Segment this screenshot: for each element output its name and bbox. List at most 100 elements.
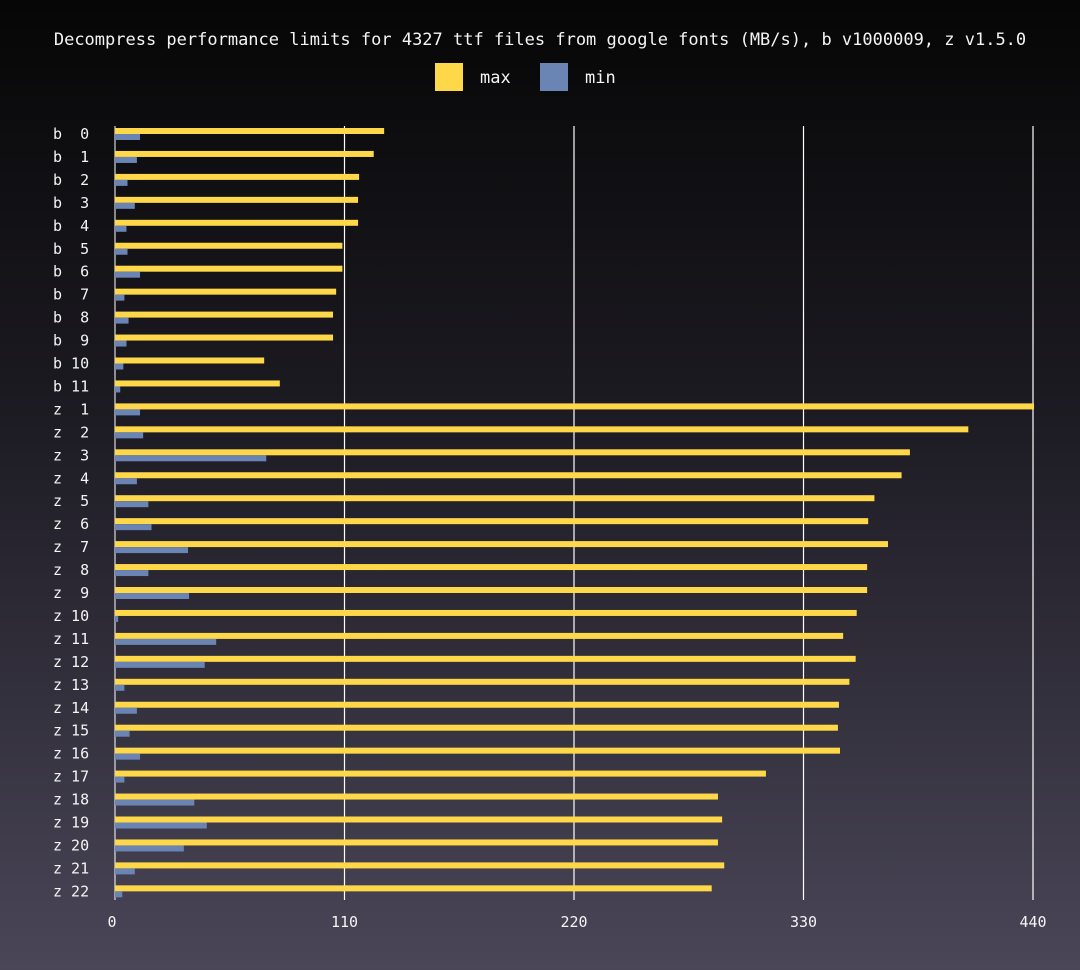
bar-max xyxy=(115,495,875,502)
bar-max xyxy=(115,747,841,754)
bar-min xyxy=(115,478,137,485)
bar-min xyxy=(115,547,189,554)
category-label: b 10 xyxy=(53,355,89,373)
category-label: b 11 xyxy=(53,377,89,395)
bar-min xyxy=(115,271,141,278)
bar-min xyxy=(115,570,149,577)
category-label: z 9 xyxy=(53,584,89,602)
bar-min xyxy=(115,317,129,324)
bar-max xyxy=(115,128,385,134)
bar-max xyxy=(115,541,888,548)
bar-max xyxy=(115,816,723,823)
bar-min xyxy=(115,799,195,806)
x-axis-ticks: 0 110 220 330 440 xyxy=(107,913,1046,931)
category-label: z 6 xyxy=(53,515,89,533)
x-tick-label: 110 xyxy=(331,913,358,931)
category-label: b 3 xyxy=(53,194,89,212)
bar-max xyxy=(115,242,343,249)
bar-min xyxy=(115,156,137,163)
bar-min xyxy=(115,432,144,439)
category-label: z 1 xyxy=(53,400,89,418)
bar-max xyxy=(115,472,902,479)
bar-min xyxy=(115,501,149,508)
bar-max xyxy=(115,678,850,685)
bar-min xyxy=(115,638,217,645)
category-label: z 8 xyxy=(53,561,89,579)
bar-min xyxy=(115,753,141,760)
bar-max xyxy=(115,564,868,571)
bar-max xyxy=(115,357,265,364)
bar-max xyxy=(115,885,712,892)
bar-max xyxy=(115,632,844,639)
category-label: z 11 xyxy=(53,630,89,648)
category-label: z 16 xyxy=(53,745,89,763)
category-label: z 5 xyxy=(53,492,89,510)
category-label: z 3 xyxy=(53,446,89,464)
legend: max min xyxy=(435,63,616,91)
category-label: b 1 xyxy=(53,148,89,166)
category-label: b 5 xyxy=(53,240,89,258)
category-label: z 22 xyxy=(53,882,89,900)
bar-max xyxy=(115,380,280,387)
legend-label-min: min xyxy=(585,68,616,88)
chart-title: Decompress performance limits for 4327 t… xyxy=(54,30,1026,50)
x-tick-label: 0 xyxy=(107,913,116,931)
grid xyxy=(114,126,1034,900)
bar-min xyxy=(115,363,124,370)
bar-min xyxy=(115,661,205,668)
bar-max xyxy=(115,150,374,157)
bar-max xyxy=(115,609,857,616)
category-label: z 20 xyxy=(53,836,89,854)
bar-min xyxy=(115,615,119,622)
category-label: z 12 xyxy=(53,653,89,671)
bar-max xyxy=(115,655,856,662)
bar-max xyxy=(115,403,1035,410)
legend-swatch-max xyxy=(435,63,463,91)
bar-min xyxy=(115,386,121,393)
bar-max xyxy=(115,173,360,180)
bar-min xyxy=(115,179,128,186)
x-tick-label: 330 xyxy=(790,913,817,931)
bar-min xyxy=(115,455,267,462)
category-label: b 8 xyxy=(53,309,89,327)
category-label: z 21 xyxy=(53,859,89,877)
bar-min xyxy=(115,776,125,783)
category-label: b 2 xyxy=(53,171,89,189)
bar-max xyxy=(115,839,718,846)
bar-min xyxy=(115,409,141,416)
bar-max xyxy=(115,311,334,318)
category-label: b 4 xyxy=(53,217,89,235)
category-label: z 19 xyxy=(53,814,89,832)
bar-max xyxy=(115,770,766,777)
bar-max xyxy=(115,518,869,525)
bar-min xyxy=(115,225,127,232)
bar-min xyxy=(115,891,123,898)
category-label: z 2 xyxy=(53,423,89,441)
bars xyxy=(115,128,1035,898)
bar-max xyxy=(115,449,910,456)
bar-max xyxy=(115,426,969,433)
x-tick-label: 440 xyxy=(1019,913,1046,931)
bar-max xyxy=(115,334,334,341)
legend-label-max: max xyxy=(480,68,511,88)
bar-max xyxy=(115,288,337,295)
category-label: b 9 xyxy=(53,332,89,350)
bar-max xyxy=(115,862,725,869)
bar-max xyxy=(115,793,718,800)
bar-max xyxy=(115,701,839,708)
category-label: z 17 xyxy=(53,768,89,786)
category-label: z 7 xyxy=(53,538,89,556)
bar-max xyxy=(115,196,359,203)
category-label: b 6 xyxy=(53,263,89,281)
bar-min xyxy=(115,730,130,737)
bar-min xyxy=(115,134,141,140)
bar-min xyxy=(115,707,137,714)
category-label: z 10 xyxy=(53,607,89,625)
bar-min xyxy=(115,524,152,531)
category-label: b 7 xyxy=(53,286,89,304)
bar-max xyxy=(115,724,838,731)
bar-min xyxy=(115,593,190,599)
bar-min xyxy=(115,868,135,875)
category-label: z 4 xyxy=(53,469,89,487)
